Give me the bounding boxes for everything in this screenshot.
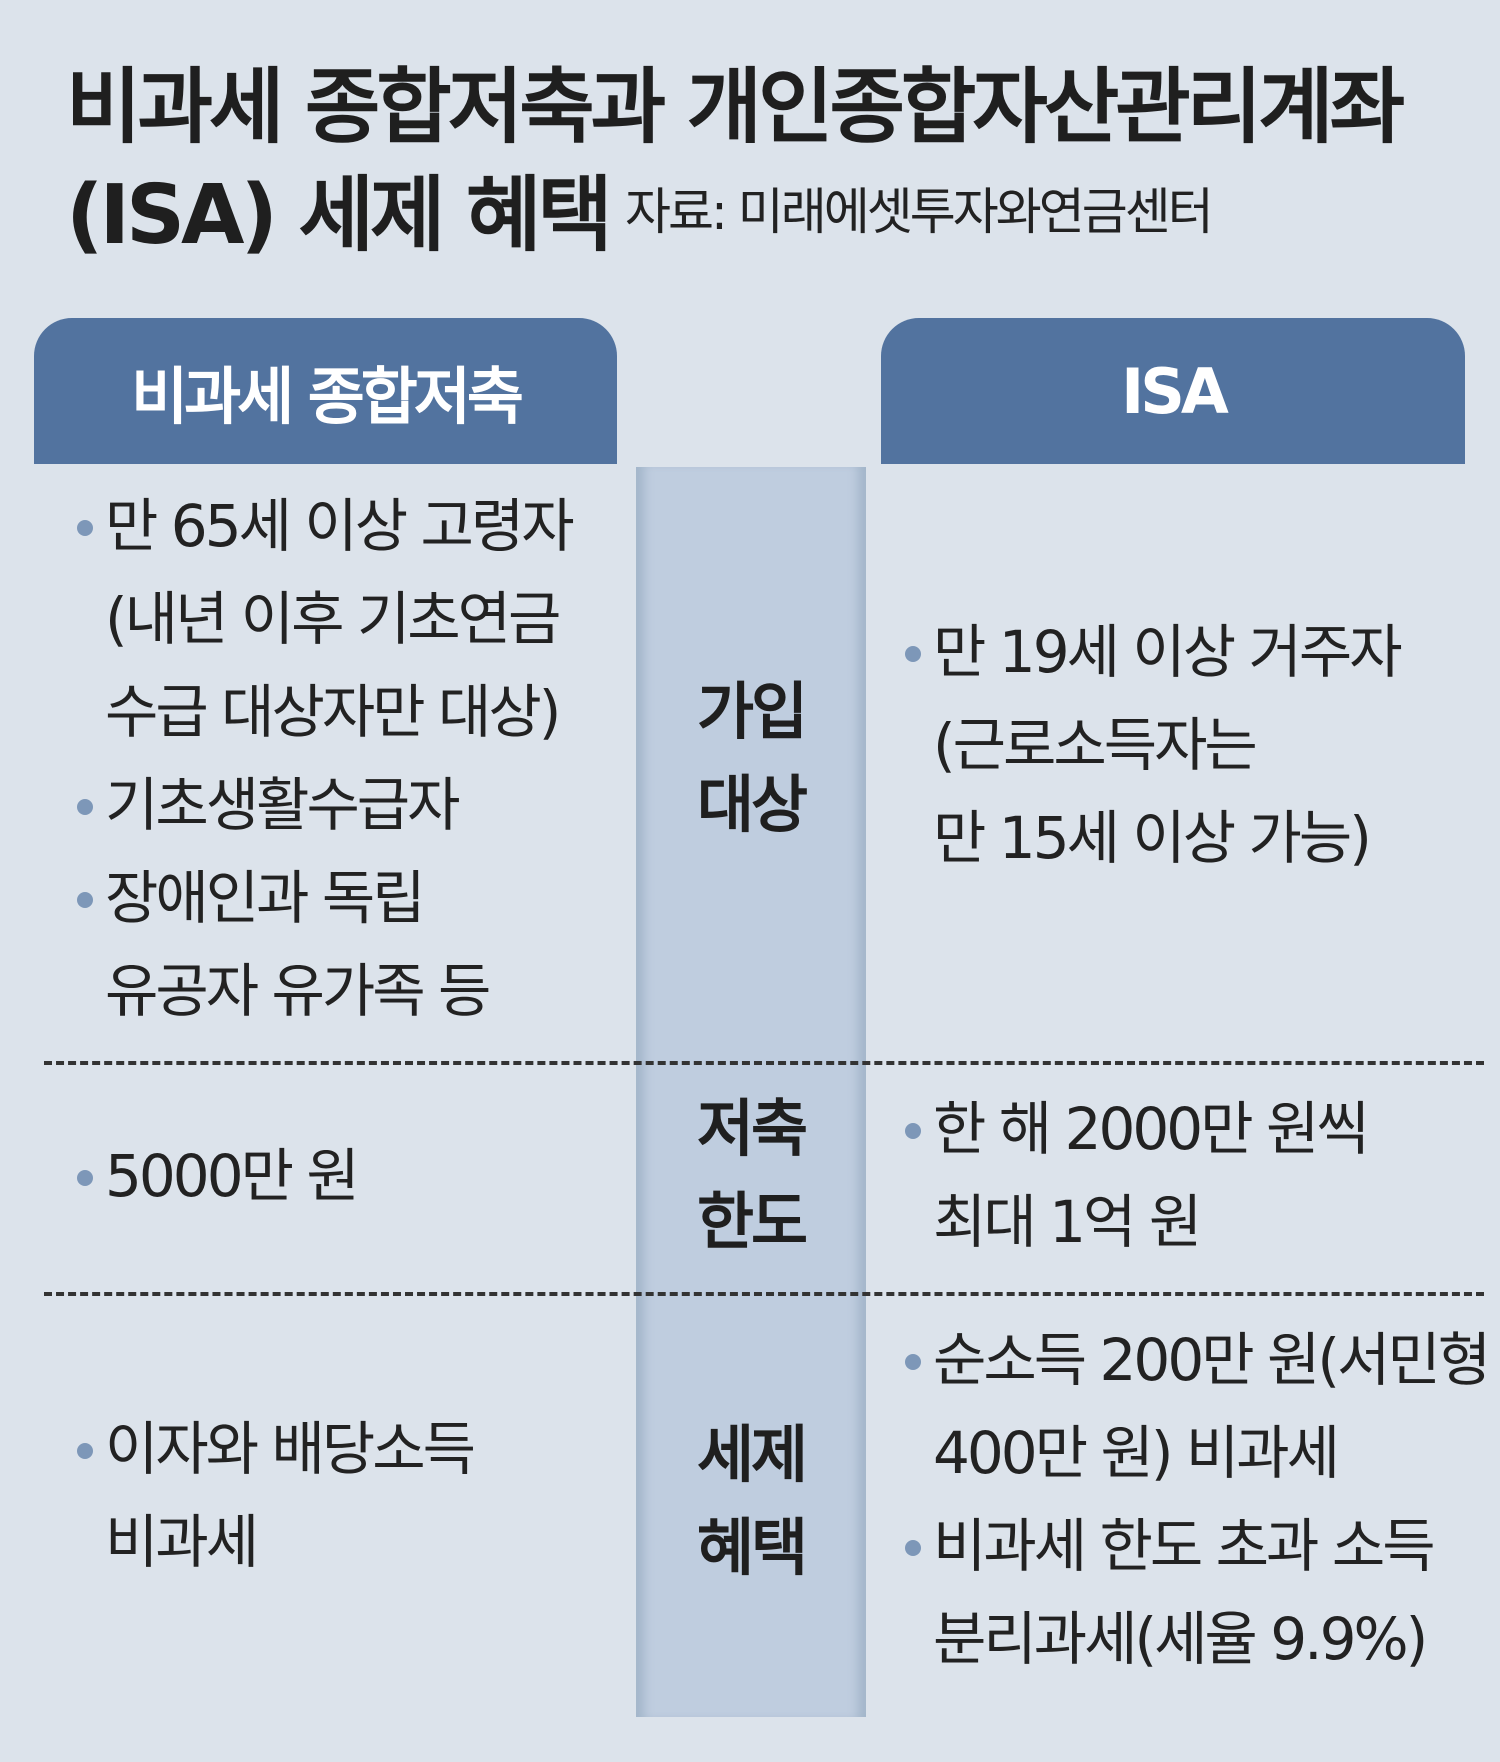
bullet-icon xyxy=(905,1123,921,1139)
list-item-line: 수급 대상자만 대상) xyxy=(105,666,572,759)
row-label-line: 대상 xyxy=(696,768,808,841)
title-line-2: (ISA) 세제 혜택 xyxy=(66,168,613,263)
row-divider xyxy=(44,1292,1484,1296)
row-label-line: 혜택 xyxy=(696,1511,808,1584)
bullet-icon xyxy=(77,1170,93,1186)
list-item-text: 이자와 배당소득 xyxy=(105,1415,476,1483)
source-note: 자료: 미래에셋투자와연금센터 xyxy=(625,183,1214,241)
middle-column xyxy=(636,467,866,1717)
list-item-text: (근로소득자는 xyxy=(933,711,1258,779)
list-item-text: 수급 대상자만 대상) xyxy=(105,678,561,746)
list-item-line: 이자와 배당소득 xyxy=(77,1403,476,1496)
list-item-text: 400만 원) 비과세 xyxy=(933,1419,1340,1487)
list-item-line: 장애인과 독립 xyxy=(77,852,572,945)
bullet-icon xyxy=(77,520,93,536)
list-item-text: 5000만 원 xyxy=(105,1142,360,1210)
bullet-icon xyxy=(77,892,93,908)
list-item-line: 분리과세(세율 9.9%) xyxy=(933,1593,1488,1686)
list-item-line: 유공자 유가족 등 xyxy=(105,945,572,1038)
bullet-icon xyxy=(905,646,921,662)
row-1-left: 5000만 원 xyxy=(77,1130,360,1223)
list-item-line: 비과세 xyxy=(105,1496,473,1589)
header-right: ISA xyxy=(881,318,1465,464)
title-line-1: 비과세 종합저축과 개인종합자산관리계좌 xyxy=(66,60,1405,155)
list-item-text: 만 15세 이상 가능) xyxy=(933,804,1372,872)
list-item-text: 분리과세(세율 9.9%) xyxy=(933,1605,1428,1673)
list-item-line: 400만 원) 비과세 xyxy=(933,1407,1488,1500)
list-item-line: 만 19세 이상 거주자 xyxy=(905,606,1403,699)
bullet-icon xyxy=(77,799,93,815)
list-item-text: 비과세 한도 초과 소득 xyxy=(933,1512,1436,1580)
row-label-line: 한도 xyxy=(696,1185,808,1258)
list-item-line: 만 65세 이상 고령자 xyxy=(77,480,575,573)
list-item-text: 최대 1억 원 xyxy=(933,1188,1202,1256)
list-item-text: 비과세 xyxy=(105,1508,259,1576)
list-item-text: 기초생활수급자 xyxy=(105,771,461,839)
list-item-text: 유공자 유가족 등 xyxy=(105,957,491,1025)
list-item-line: 기초생활수급자 xyxy=(77,759,572,852)
list-item-line: 순소득 200만 원(서민형 xyxy=(905,1314,1491,1407)
list-item-text: 만 19세 이상 거주자 xyxy=(933,618,1403,686)
list-item-line: 비과세 한도 초과 소득 xyxy=(905,1500,1488,1593)
bullet-icon xyxy=(905,1354,921,1370)
list-item-line: 만 15세 이상 가능) xyxy=(933,792,1400,885)
bullet-icon xyxy=(77,1443,93,1459)
list-item-line: 최대 1억 원 xyxy=(933,1176,1367,1269)
list-item-text: 한 해 2000만 원씩 xyxy=(933,1095,1370,1163)
header-left: 비과세 종합저축 xyxy=(34,318,617,464)
list-item-text: 순소득 200만 원(서민형 xyxy=(933,1326,1491,1394)
list-item-line: (내년 이후 기초연금 xyxy=(105,573,572,666)
list-item-text: 장애인과 독립 xyxy=(105,864,426,932)
row-label-line: 세제 xyxy=(696,1418,808,1491)
list-item-line: 한 해 2000만 원씩 xyxy=(905,1083,1370,1176)
list-item-text: (내년 이후 기초연금 xyxy=(105,585,561,653)
row-label-line: 가입 xyxy=(696,675,808,748)
row-label-line: 저축 xyxy=(696,1092,808,1165)
bullet-icon xyxy=(905,1540,921,1556)
list-item-line: 5000만 원 xyxy=(77,1130,360,1223)
list-item-text: 만 65세 이상 고령자 xyxy=(105,492,575,560)
row-divider xyxy=(44,1061,1484,1065)
list-item-line: (근로소득자는 xyxy=(933,699,1400,792)
